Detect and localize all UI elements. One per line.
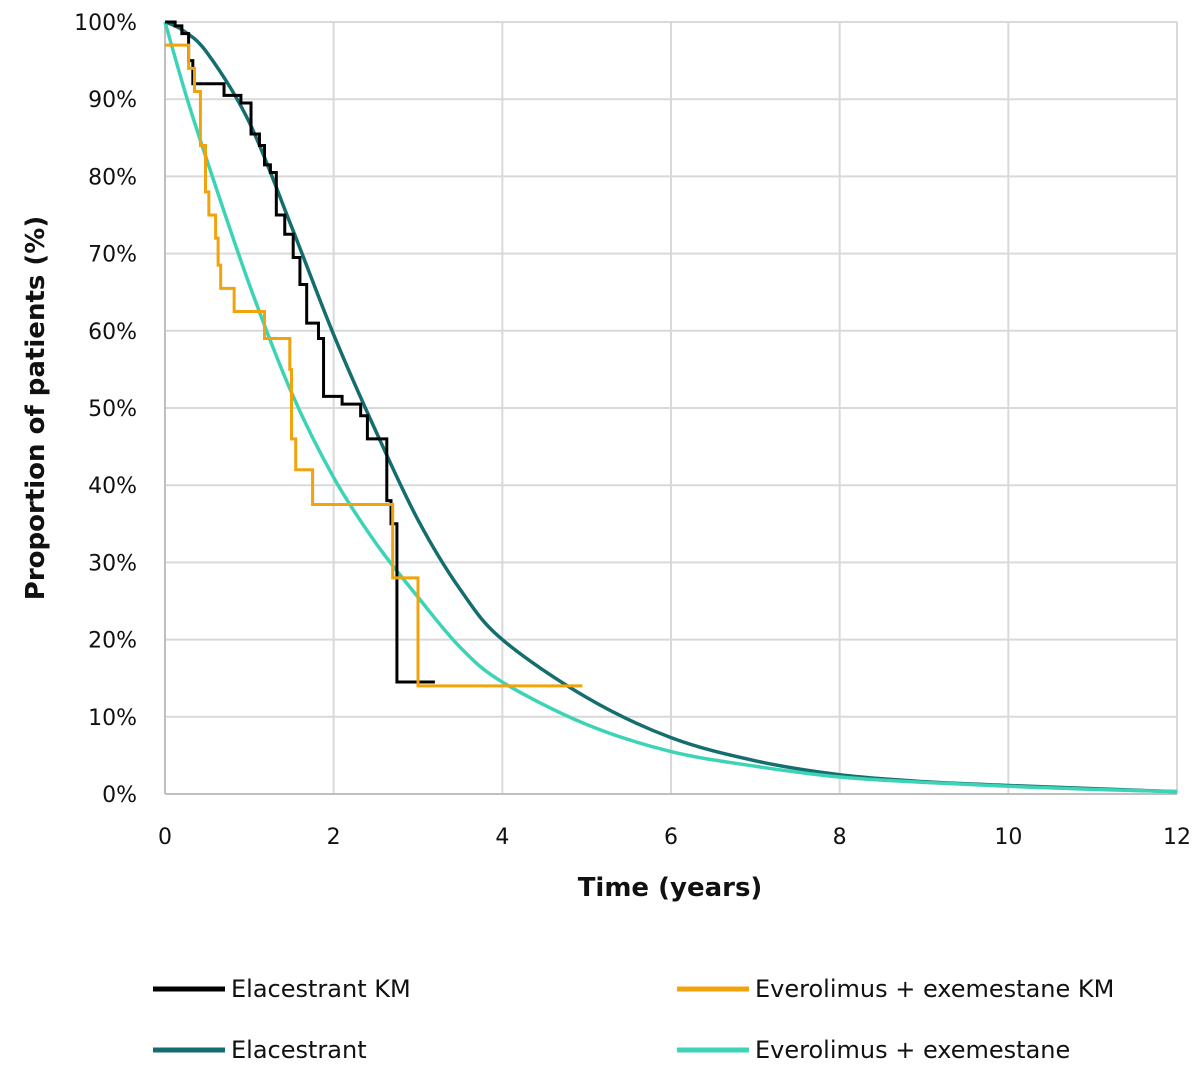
x-tick-label: 0: [158, 825, 172, 850]
series-line-everolimus-exemestane-km: [165, 43, 583, 688]
y-tick-label: 100%: [74, 11, 137, 36]
y-tick-label: 90%: [88, 88, 137, 113]
x-axis-title: Time (years): [578, 873, 763, 903]
x-tick-label: 6: [664, 825, 678, 850]
y-tick-label: 50%: [88, 397, 137, 422]
legend-label-elacestrant: Elacestrant: [231, 1036, 367, 1064]
x-tick-label: 10: [994, 825, 1022, 850]
y-tick-label: 40%: [88, 474, 137, 499]
y-tick-label: 10%: [88, 706, 137, 731]
axes: [164, 22, 1177, 795]
y-axis-title: Proportion of patients (%): [21, 216, 51, 600]
y-tick-label: 80%: [88, 165, 137, 190]
x-tick-label: 4: [495, 825, 509, 850]
series-group: [163, 20, 1178, 794]
x-tick-label: 12: [1163, 825, 1191, 850]
legend-label-everolimus-exemestane-km: Everolimus + exemestane KM: [755, 975, 1114, 1003]
y-tick-label: 20%: [88, 629, 137, 654]
legend: Elacestrant KM Everolimus + exemestane KM…: [153, 975, 1114, 1064]
tick-labels: 0% 10% 20% 30% 40% 50% 60% 70% 80% 90% 100% 0 2 4 6 8 10…: [74, 11, 1191, 850]
legend-label-elacestrant-km: Elacestrant KM: [231, 975, 411, 1003]
x-tick-label: 2: [327, 825, 341, 850]
y-tick-label: 0%: [102, 783, 137, 808]
gridlines: [165, 21, 1178, 794]
legend-label-everolimus-exemestane: Everolimus + exemestane: [755, 1036, 1070, 1064]
series-line-everolimus-exemestane: [163, 21, 1178, 794]
y-tick-label: 30%: [88, 551, 137, 576]
y-tick-label: 60%: [88, 320, 137, 345]
y-tick-label: 70%: [88, 243, 137, 268]
series-line-elacestrant-km: [165, 20, 435, 684]
x-tick-label: 8: [833, 825, 847, 850]
